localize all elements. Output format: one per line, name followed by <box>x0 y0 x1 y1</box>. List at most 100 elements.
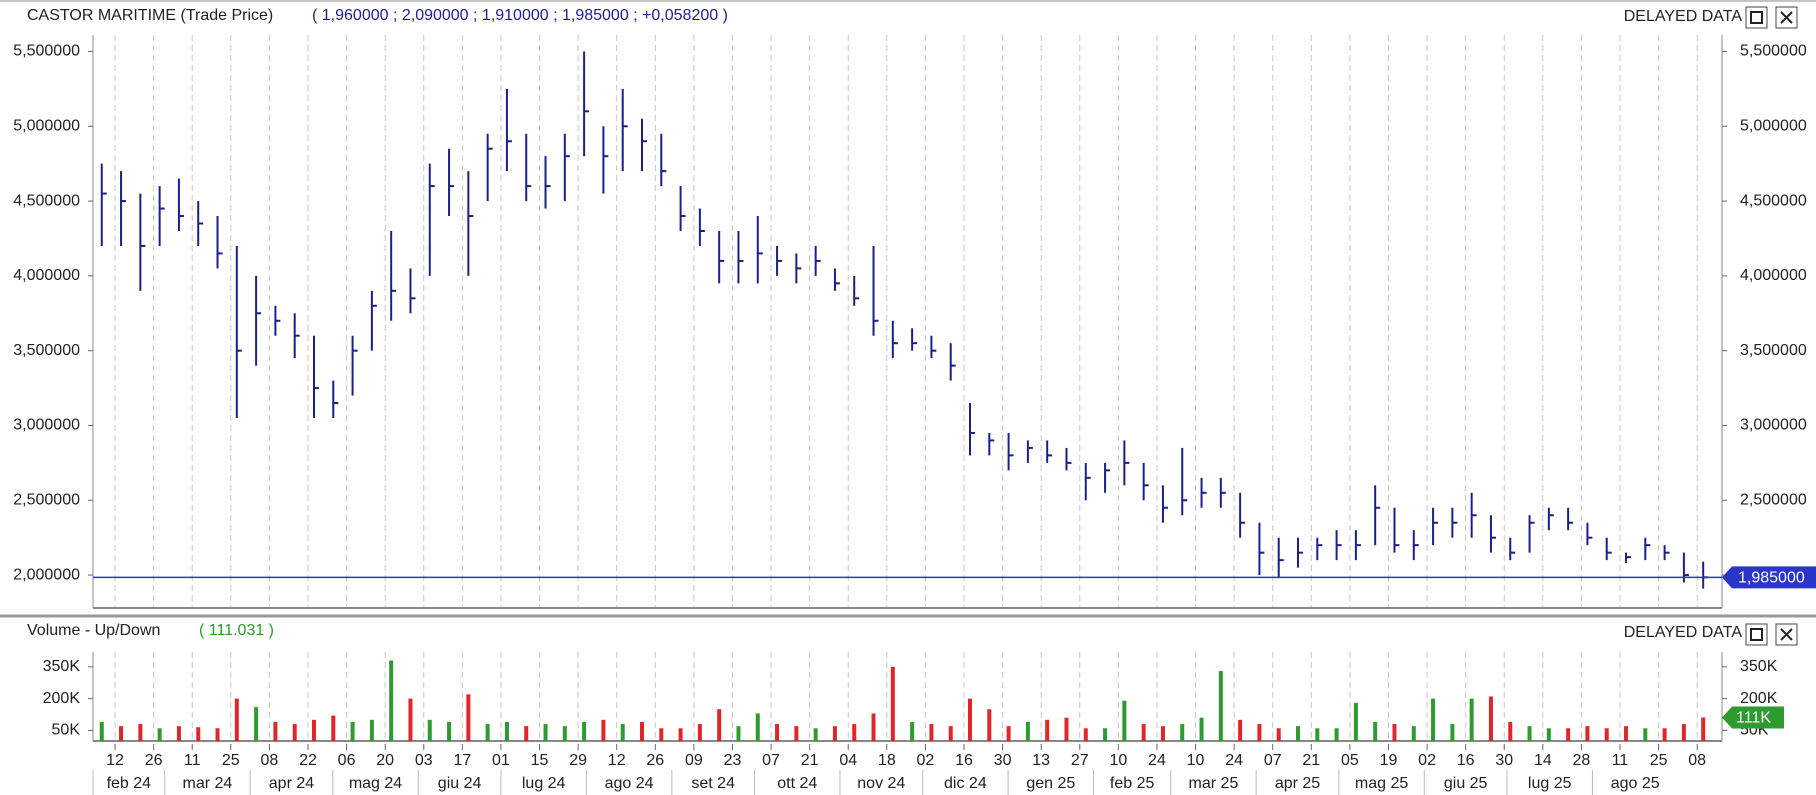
volume-bar <box>1199 717 1204 741</box>
month-label: nov 24 <box>857 775 905 792</box>
volume-bar <box>1527 726 1532 741</box>
volume-bar <box>1353 702 1358 741</box>
x-tick-label: 03 <box>415 752 433 769</box>
month-label: set 24 <box>691 775 735 792</box>
y-tick-label: 4,500000 <box>13 192 80 209</box>
x-tick-label: 11 <box>184 752 201 769</box>
volume-bar <box>1681 724 1686 741</box>
volume-bar <box>1488 696 1493 741</box>
volume-bar <box>119 726 124 741</box>
volume-bar <box>1006 726 1011 741</box>
volume-bar <box>138 724 143 741</box>
volume-bar <box>157 728 162 741</box>
maximize-button[interactable] <box>1745 6 1768 29</box>
x-tick-label: 26 <box>646 752 664 769</box>
x-tick-label: 08 <box>1688 752 1706 769</box>
volume-bar <box>1662 728 1667 741</box>
volume-bar <box>1122 700 1127 741</box>
volume-bar <box>389 660 394 741</box>
y-tick-label: 2,500000 <box>13 492 80 509</box>
x-tick-label: 18 <box>878 752 896 769</box>
maximize-button[interactable] <box>1745 623 1768 646</box>
volume-bar <box>1315 728 1320 741</box>
volume-window-buttons[interactable] <box>1745 623 1798 646</box>
y-tick-label: 3,500000 <box>13 342 80 359</box>
volume-bar <box>562 726 567 741</box>
volume-bar <box>755 713 760 741</box>
last-volume-label: 111K <box>1736 710 1771 727</box>
y-tick-label-right: 2,500000 <box>1740 492 1807 509</box>
volume-bar <box>504 721 509 741</box>
maximize-icon <box>1750 628 1763 641</box>
volume-bar <box>427 719 432 741</box>
volume-bar <box>1585 726 1590 741</box>
x-tick-label: 06 <box>338 752 356 769</box>
month-label: feb 25 <box>1110 775 1155 792</box>
volume-bar <box>1025 721 1030 741</box>
x-tick-label: 13 <box>1032 752 1050 769</box>
y-tick-label: 5,000000 <box>13 117 80 134</box>
volume-bar <box>640 721 644 741</box>
close-icon <box>1780 628 1793 641</box>
month-label: mag 25 <box>1355 775 1408 792</box>
x-tick-label: 26 <box>145 752 163 769</box>
window-buttons[interactable] <box>1745 6 1798 29</box>
volume-bar <box>292 724 297 741</box>
volume-bar <box>948 726 953 741</box>
volume-bar <box>447 721 452 741</box>
volume-bar <box>987 709 992 741</box>
month-label: mar 24 <box>182 775 232 792</box>
volume-bar <box>176 726 181 741</box>
volume-bar <box>1276 728 1281 741</box>
volume-quote: ( 111.031 ) <box>199 622 274 639</box>
volume-bar <box>832 726 837 741</box>
volume-bar <box>1566 728 1571 741</box>
volume-bar <box>466 694 471 741</box>
y-tick-label: 4,000000 <box>13 267 80 284</box>
x-tick-label: 21 <box>1302 752 1320 769</box>
volume-bar <box>1624 726 1629 741</box>
volume-bar <box>890 666 895 741</box>
x-tick-label: 25 <box>222 752 240 769</box>
x-tick-label: 15 <box>531 752 549 769</box>
y-tick-label-right: 3,000000 <box>1740 417 1807 434</box>
volume-bar <box>1296 726 1301 741</box>
volume-bar <box>1160 726 1165 741</box>
volume-bar <box>543 724 548 741</box>
volume-bar <box>196 727 201 741</box>
y-tick-label-right: 4,000000 <box>1740 267 1807 284</box>
x-tick-label: 23 <box>724 752 742 769</box>
volume-bar <box>852 724 857 741</box>
x-tick-label: 12 <box>608 752 626 769</box>
x-tick-label: 14 <box>1534 752 1552 769</box>
month-label: ott 24 <box>777 775 817 792</box>
volume-bar <box>717 709 722 741</box>
volume-bar <box>1064 717 1069 741</box>
volume-status: DELAYED DATA <box>1624 624 1743 641</box>
x-tick-label: 27 <box>1071 752 1089 769</box>
x-tick-label: 10 <box>1109 752 1127 769</box>
volume-bar <box>408 698 413 741</box>
x-tick-label: 24 <box>1225 752 1243 769</box>
volume-bar <box>369 719 374 741</box>
volume-bar <box>1218 671 1223 741</box>
month-label: lug 24 <box>522 775 566 792</box>
month-label: mag 24 <box>349 775 402 792</box>
volume-bar <box>234 698 239 741</box>
x-tick-label: 30 <box>994 752 1012 769</box>
volume-bar <box>1334 728 1339 741</box>
volume-bar <box>659 728 664 741</box>
last-price-badge <box>1722 566 1816 589</box>
month-label: ago 25 <box>1611 775 1660 792</box>
x-tick-label: 25 <box>1650 752 1668 769</box>
volume-bar <box>929 724 934 741</box>
x-tick-label: 29 <box>569 752 587 769</box>
x-tick-label: 04 <box>839 752 857 769</box>
close-icon <box>1780 11 1793 24</box>
volume-bar <box>968 698 973 741</box>
month-label: apr 25 <box>1275 775 1320 792</box>
volume-bar <box>1141 724 1146 741</box>
x-tick-label: 21 <box>801 752 819 769</box>
x-tick-label: 20 <box>376 752 394 769</box>
volume-bar <box>1180 724 1185 741</box>
